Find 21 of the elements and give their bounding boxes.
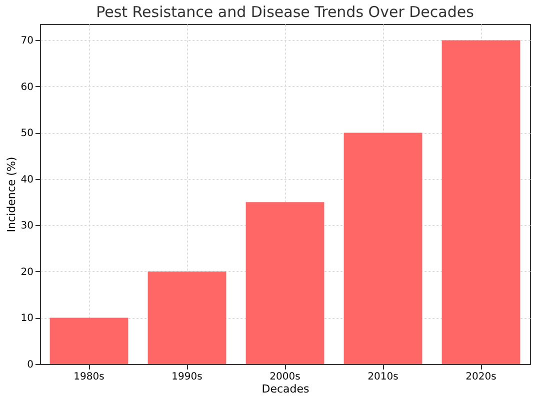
x-tick-label: 2000s [270, 372, 300, 382]
x-tick-label: 2010s [368, 372, 398, 382]
bar [148, 271, 226, 364]
bar [246, 202, 324, 364]
x-tick-label: 1990s [172, 372, 202, 382]
x-tick-label: 1980s [74, 372, 104, 382]
y-tick-label: 60 [20, 82, 34, 93]
bar [50, 318, 128, 364]
y-tick-label: 30 [20, 220, 34, 232]
bar [344, 132, 422, 364]
y-tick-label: 20 [20, 266, 34, 278]
y-tick-label: 50 [20, 128, 34, 140]
chart-title: Pest Resistance and Disease Trends Over Decades [96, 3, 474, 21]
y-tick-label: 10 [20, 313, 34, 324]
bar [442, 40, 520, 364]
x-tick-label: 2020s [466, 372, 496, 382]
y-tick-label: 70 [20, 36, 34, 47]
x-axis-title: Decades [262, 382, 310, 396]
y-axis-title: Incidence (%) [4, 156, 18, 232]
y-tick-label: 40 [20, 174, 34, 186]
y-tick-label: 0 [27, 360, 34, 370]
